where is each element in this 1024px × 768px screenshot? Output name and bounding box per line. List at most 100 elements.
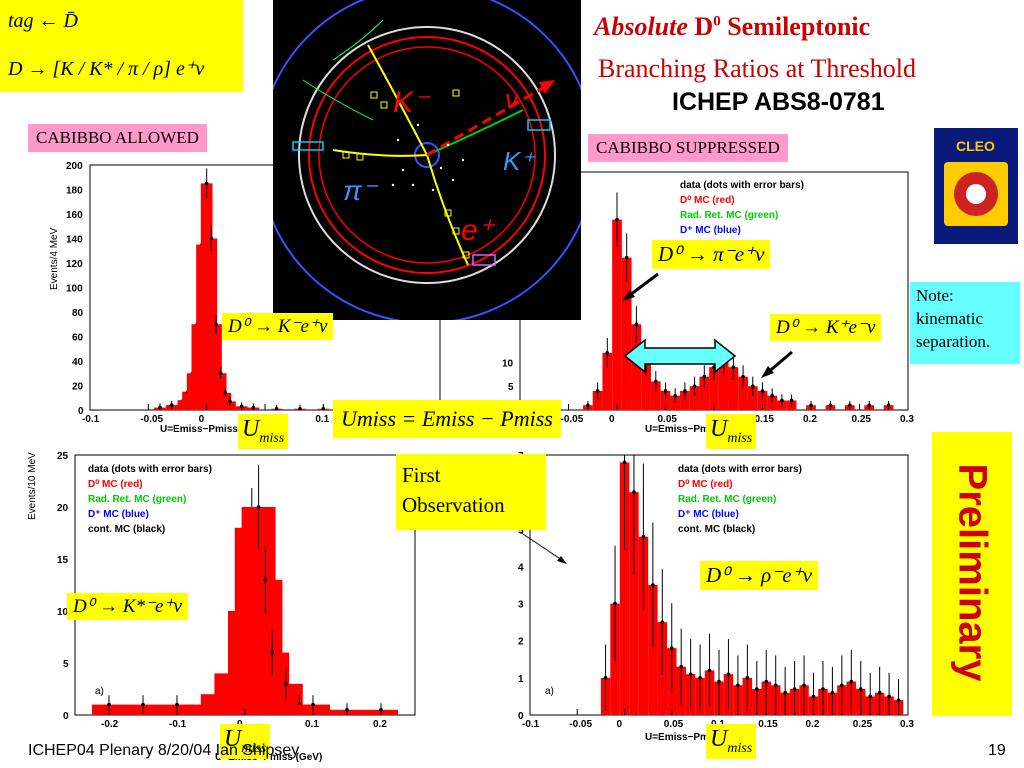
y-axis-label: Events/10 MeV <box>27 452 38 520</box>
legend-top-right: data (dots with error bars) D⁰ MC (red) … <box>680 180 804 236</box>
bars-top-left <box>154 168 330 411</box>
data-point <box>867 403 871 408</box>
data-point <box>877 690 882 695</box>
data-point <box>789 398 794 403</box>
data-point <box>760 389 765 393</box>
histogram-bar <box>650 381 661 410</box>
footer-text: ICHEP04 Plenary 8/20/04 Ian Shipsey <box>28 742 300 759</box>
histogram-bar <box>214 373 227 410</box>
histogram-bar <box>648 585 658 715</box>
data-point <box>702 374 707 379</box>
histogram-bar <box>592 390 603 410</box>
decay-rho-e-nu: D⁰ → ρ⁻e⁺ν <box>700 561 818 590</box>
data-point <box>755 687 759 691</box>
data-point <box>228 399 232 404</box>
data-point <box>660 620 665 624</box>
data-point <box>651 583 655 587</box>
data-point <box>830 690 835 695</box>
x-axis-label: U=Emiss−Pmiss (GeV) <box>160 424 267 435</box>
x-axis-label: U=Emiss−Pmiss (GeV) <box>645 424 752 435</box>
preliminary-text: Preliminary <box>950 463 995 682</box>
histogram-bar <box>629 492 639 715</box>
data-point <box>595 389 600 393</box>
legend-item: D⁰ MC (red) <box>88 479 143 490</box>
y-tick-label: 80 <box>72 308 84 319</box>
data-point <box>780 398 784 403</box>
histogram-bar <box>619 462 630 715</box>
histogram-bar <box>738 376 748 410</box>
x-tick-label: -0.05 <box>569 719 592 730</box>
k-minus-label: K⁻ <box>393 86 431 119</box>
histogram-bar <box>747 386 758 410</box>
data-point <box>158 405 162 410</box>
data-point <box>270 650 275 655</box>
data-point <box>770 393 774 398</box>
y-tick-label: 5 <box>63 659 69 670</box>
y-tick-label: 0 <box>518 711 524 722</box>
y-tick-label: 160 <box>66 210 83 221</box>
histogram-bar <box>602 352 613 410</box>
legend-bottom-right: data (dots with error bars) D⁰ MC (red) … <box>678 464 802 535</box>
umiss-formula: Umiss = Emiss − Pmiss <box>333 400 561 438</box>
legend-item: D⁰ MC (red) <box>680 195 735 206</box>
data-point <box>849 679 854 684</box>
umiss-label: Umiss <box>706 724 757 759</box>
y-tick-label: 0 <box>63 711 69 722</box>
data-point <box>679 664 683 669</box>
histogram-bar <box>224 401 236 410</box>
x-tick-label: -0.1 <box>169 719 187 730</box>
y-axis-label: Events/4 MeV <box>49 227 60 290</box>
note-box: Note: kinematic separation. <box>910 282 1020 364</box>
kinematic-separation-arrow <box>623 338 737 374</box>
data-point <box>858 687 863 691</box>
chart-bottom-right: -0.1-0.0500.050.10.150.20.250.301234567 … <box>518 451 914 743</box>
y-tick-label: 140 <box>66 235 83 246</box>
data-point <box>345 708 349 712</box>
data-point <box>641 534 646 539</box>
data-point <box>683 389 687 393</box>
data-point <box>751 384 755 389</box>
data-point <box>698 676 702 680</box>
legend-item: D⁺ MC (blue) <box>88 509 149 520</box>
arrow-head <box>557 556 567 564</box>
data-point <box>811 694 816 699</box>
umiss-label: Umiss <box>706 414 757 449</box>
data-point <box>615 217 619 222</box>
data-point <box>209 236 214 241</box>
panel-label: a) <box>95 686 104 697</box>
e-plus-label: e⁺ <box>461 214 496 247</box>
data-point <box>284 682 288 686</box>
cabibbo-allowed-label: CABIBBO ALLOWED <box>28 124 207 152</box>
data-point <box>169 403 174 407</box>
data-point <box>707 668 712 673</box>
data-point <box>634 322 639 327</box>
title-d: D <box>694 12 714 41</box>
histogram-bar <box>757 390 768 410</box>
data-point <box>741 374 745 379</box>
legend-item: D⁺ MC (blue) <box>678 509 739 520</box>
legend-item: cont. MC (black) <box>88 524 165 535</box>
page-number: 19 <box>988 742 1006 759</box>
data-point <box>783 690 787 695</box>
pi-minus-label: π⁻ <box>343 175 379 206</box>
x-tick-label: 0.25 <box>852 414 872 425</box>
arrow-head <box>761 366 774 378</box>
histogram-bar <box>718 362 729 410</box>
data-point <box>218 371 223 376</box>
data-point <box>204 181 209 186</box>
data-point <box>802 683 806 688</box>
y-tick-label: 100 <box>66 284 83 295</box>
data-point <box>256 505 261 509</box>
y-tick-label: 10 <box>57 607 69 618</box>
legend-item: cont. MC (black) <box>678 524 755 535</box>
x-tick-label: 0.15 <box>758 719 778 730</box>
data-point <box>736 683 740 688</box>
data-point <box>605 351 610 355</box>
data-point <box>764 679 769 684</box>
cleo-logo: CLEO <box>934 128 1018 244</box>
decay-k-e-nu: D⁰ → K⁻e⁺ν <box>222 313 334 340</box>
data-point <box>692 384 697 389</box>
